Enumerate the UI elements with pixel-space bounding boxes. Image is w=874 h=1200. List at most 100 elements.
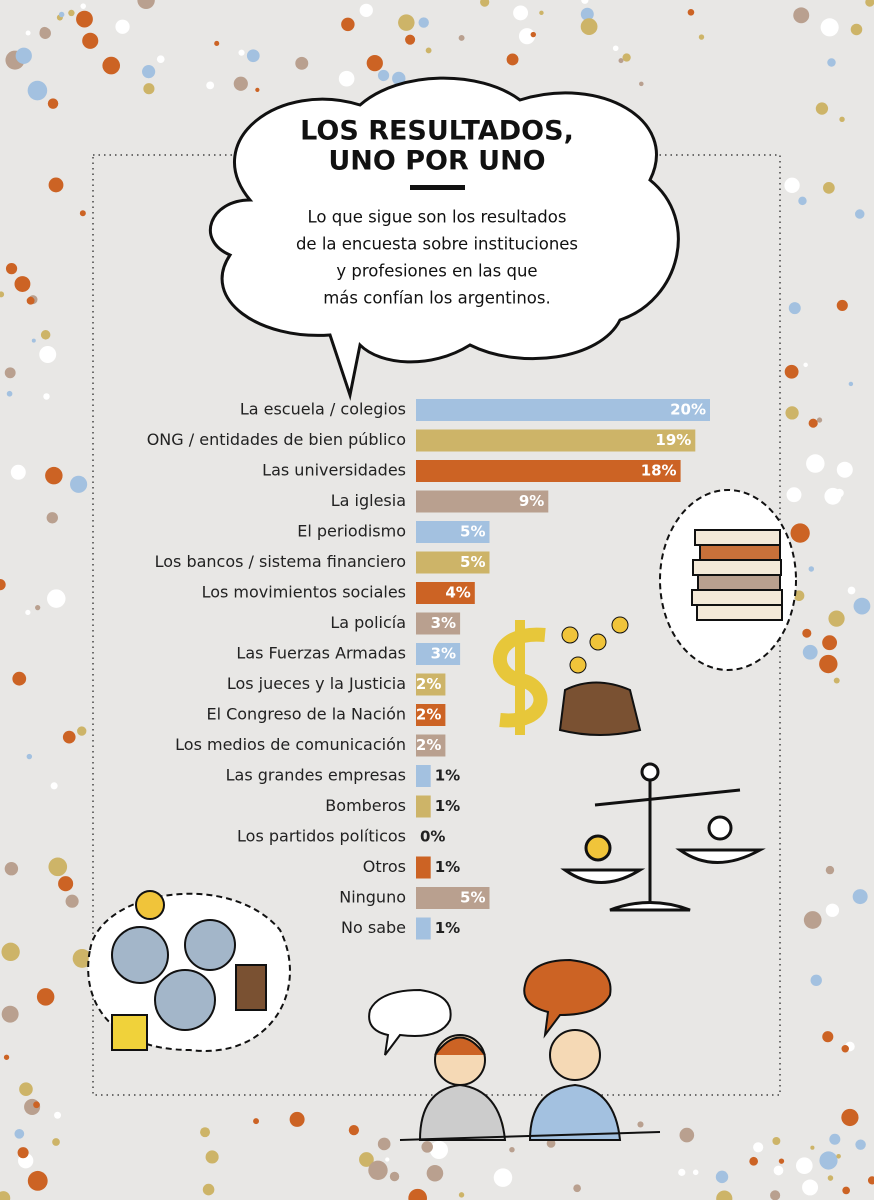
dot bbox=[68, 9, 75, 17]
dot bbox=[790, 523, 810, 543]
dot bbox=[202, 1183, 215, 1196]
bar bbox=[416, 795, 431, 818]
value-label: 2% bbox=[416, 736, 441, 754]
dot bbox=[156, 55, 165, 64]
dot bbox=[581, 0, 589, 4]
dot bbox=[0, 1191, 11, 1200]
value-label: 2% bbox=[416, 706, 441, 724]
dot bbox=[827, 1175, 834, 1181]
category-label: La escuela / colegios bbox=[240, 400, 406, 419]
dot bbox=[102, 56, 121, 75]
dot bbox=[359, 3, 373, 17]
dot bbox=[836, 299, 848, 311]
category-label: Las universidades bbox=[262, 461, 406, 480]
dot bbox=[580, 18, 598, 36]
dot bbox=[810, 1145, 815, 1150]
dot bbox=[10, 464, 26, 480]
category-label: ONG / entidades de bien público bbox=[147, 430, 406, 449]
dot bbox=[458, 1192, 465, 1198]
category-label: El periodismo bbox=[297, 522, 406, 541]
dot bbox=[798, 196, 807, 206]
dot bbox=[480, 0, 490, 7]
dot bbox=[26, 296, 35, 305]
dot bbox=[808, 566, 815, 572]
dot bbox=[25, 609, 31, 616]
bar bbox=[416, 643, 461, 665]
dot bbox=[803, 362, 808, 368]
dot bbox=[793, 590, 805, 602]
dot bbox=[833, 677, 840, 684]
dot bbox=[622, 53, 631, 62]
dot bbox=[65, 894, 79, 908]
dot bbox=[0, 291, 5, 298]
category-label: Los jueces y la Justicia bbox=[227, 674, 406, 693]
dot bbox=[31, 338, 36, 343]
dot bbox=[772, 1137, 781, 1145]
value-label: 5% bbox=[460, 889, 485, 907]
value-label: 0% bbox=[420, 828, 445, 846]
dot bbox=[76, 10, 93, 28]
dot bbox=[14, 276, 31, 292]
dot bbox=[377, 1137, 391, 1151]
money-illustration bbox=[492, 616, 642, 736]
dot bbox=[530, 31, 536, 38]
dot bbox=[847, 586, 856, 595]
dot bbox=[389, 1171, 400, 1182]
dot bbox=[816, 417, 823, 423]
value-label: 3% bbox=[431, 645, 456, 663]
dot bbox=[58, 876, 74, 892]
dot bbox=[852, 889, 868, 905]
dot bbox=[793, 7, 810, 24]
bar bbox=[416, 704, 446, 726]
dot bbox=[233, 76, 248, 91]
dot bbox=[48, 177, 64, 193]
category-label: La iglesia bbox=[331, 491, 406, 510]
bar bbox=[416, 734, 446, 757]
dot bbox=[749, 1156, 758, 1166]
dot bbox=[348, 1124, 360, 1136]
category-label: Bomberos bbox=[325, 796, 406, 815]
title-line: UNO POR UNO bbox=[328, 146, 545, 177]
dot bbox=[1, 942, 20, 962]
dot bbox=[82, 32, 99, 49]
dot bbox=[867, 1176, 874, 1185]
dot bbox=[36, 988, 55, 1006]
dot bbox=[48, 857, 68, 877]
category-label: La policía bbox=[330, 613, 406, 632]
dot bbox=[54, 1111, 62, 1119]
dot bbox=[580, 7, 594, 21]
bar bbox=[416, 612, 461, 635]
dot bbox=[802, 1179, 819, 1196]
dot bbox=[716, 1190, 733, 1200]
dot bbox=[842, 1186, 850, 1195]
dot bbox=[80, 3, 86, 9]
dot bbox=[573, 1184, 581, 1193]
dot bbox=[539, 10, 544, 16]
value-label: 1% bbox=[435, 797, 460, 815]
category-label: Otros bbox=[363, 857, 406, 876]
dot bbox=[822, 1031, 834, 1043]
dot bbox=[426, 1164, 444, 1182]
dot bbox=[784, 364, 799, 379]
dot bbox=[14, 1128, 25, 1139]
value-label: 1% bbox=[435, 858, 460, 876]
dot bbox=[366, 54, 383, 72]
dot bbox=[46, 512, 58, 524]
category-label: No sabe bbox=[341, 918, 406, 937]
gears-illustration bbox=[87, 890, 291, 1052]
dot bbox=[50, 782, 58, 790]
category-label: Ninguno bbox=[339, 888, 406, 907]
title-line: LOS RESULTADOS, bbox=[300, 116, 574, 147]
category-label: Los partidos políticos bbox=[237, 827, 406, 846]
subtitle-line: Lo que sigue son los resultados bbox=[308, 208, 567, 227]
value-label: 5% bbox=[460, 523, 485, 541]
dot bbox=[802, 628, 812, 638]
dot bbox=[368, 1160, 388, 1181]
dot bbox=[246, 49, 260, 63]
people-illustration bbox=[368, 958, 661, 1141]
dot bbox=[518, 28, 536, 45]
dot bbox=[841, 1045, 849, 1053]
dot bbox=[803, 911, 822, 929]
